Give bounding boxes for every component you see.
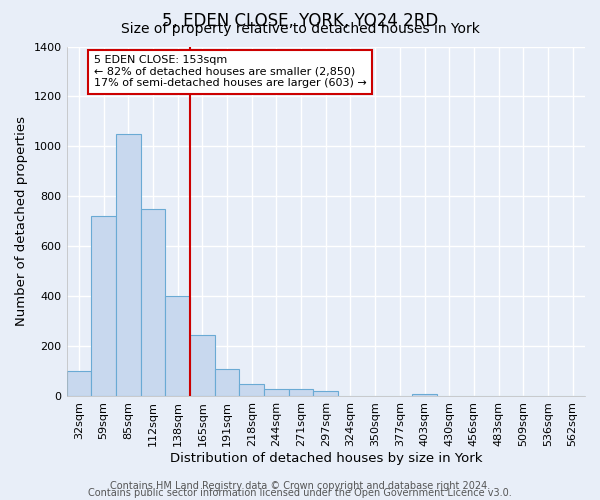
Bar bbox=[116, 134, 140, 396]
Bar bbox=[165, 296, 190, 396]
Text: Contains public sector information licensed under the Open Government Licence v3: Contains public sector information licen… bbox=[88, 488, 512, 498]
Y-axis label: Number of detached properties: Number of detached properties bbox=[15, 116, 28, 326]
Bar bbox=[412, 394, 437, 396]
Text: 5 EDEN CLOSE: 153sqm
← 82% of detached houses are smaller (2,850)
17% of semi-de: 5 EDEN CLOSE: 153sqm ← 82% of detached h… bbox=[94, 55, 367, 88]
Bar bbox=[140, 209, 165, 396]
Bar bbox=[289, 389, 313, 396]
Text: Size of property relative to detached houses in York: Size of property relative to detached ho… bbox=[121, 22, 479, 36]
Text: Contains HM Land Registry data © Crown copyright and database right 2024.: Contains HM Land Registry data © Crown c… bbox=[110, 481, 490, 491]
Bar bbox=[190, 335, 215, 396]
Bar bbox=[91, 216, 116, 396]
Bar bbox=[67, 372, 91, 396]
X-axis label: Distribution of detached houses by size in York: Distribution of detached houses by size … bbox=[170, 452, 482, 465]
Bar bbox=[313, 392, 338, 396]
Bar bbox=[264, 389, 289, 396]
Bar bbox=[215, 369, 239, 396]
Text: 5, EDEN CLOSE, YORK, YO24 2RD: 5, EDEN CLOSE, YORK, YO24 2RD bbox=[162, 12, 438, 30]
Bar bbox=[239, 384, 264, 396]
